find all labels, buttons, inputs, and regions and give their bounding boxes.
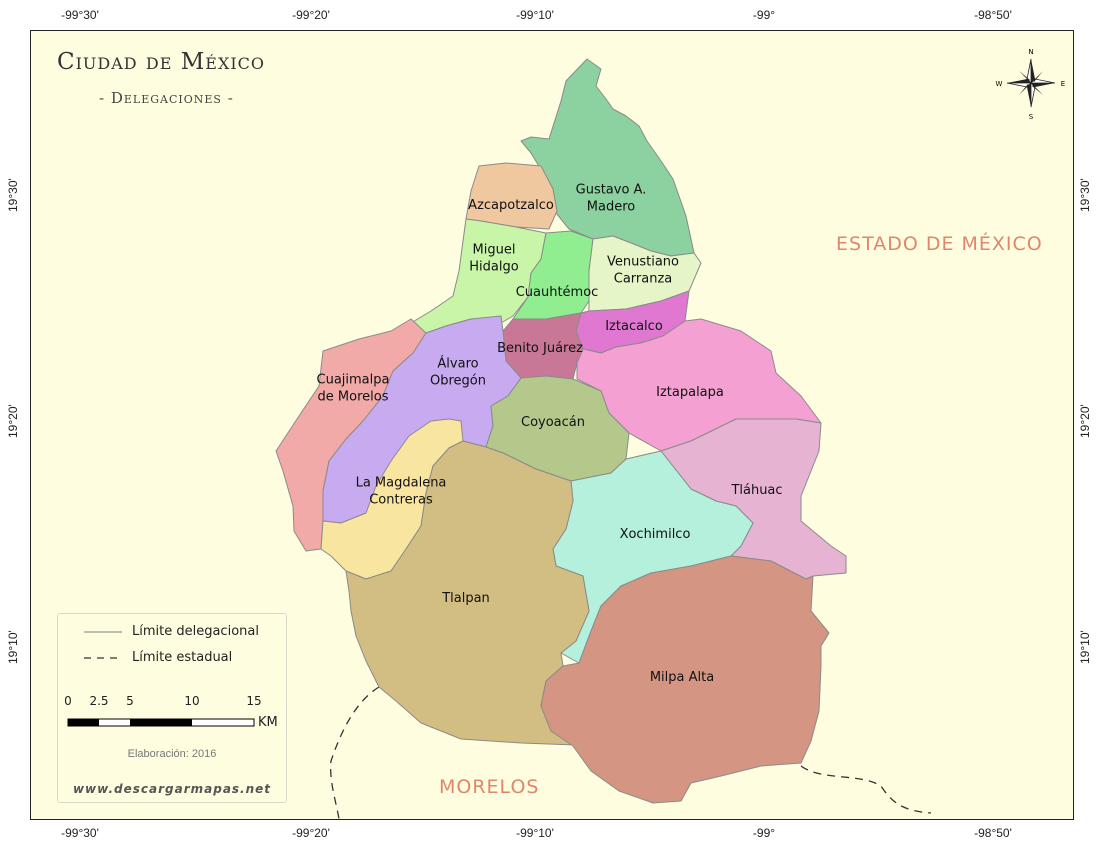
- lon-tick-bottom: -98°50': [974, 826, 1012, 840]
- delegaciones-svg[interactable]: Gustavo A. Madero Azcapotzalco Miguel Hidalg…: [31, 31, 1073, 819]
- lat-tick-right: 19°30': [1078, 178, 1092, 212]
- lat-tick-right: 19°20': [1078, 404, 1092, 438]
- delegacion-label: Iztapalapa: [656, 385, 724, 400]
- legend-limite-delegacional: Límite delegacional: [132, 624, 259, 639]
- scale-tick: 5: [126, 694, 134, 708]
- compass-s: S: [1029, 113, 1034, 121]
- map-canvas[interactable]: Gustavo A. Madero Azcapotzalco Miguel Hidalg…: [30, 30, 1074, 820]
- legend-symbols: [67, 631, 255, 727]
- estado-de-mexico-label: ESTADO DE MÉXICO: [836, 233, 1043, 255]
- delegacion-iztapalapa[interactable]: [576, 318, 822, 452]
- map-legend: Límite delegacional Límite estadual 0 2.…: [57, 613, 287, 803]
- scale-bar: [67, 718, 255, 727]
- lon-tick-bottom: -99°: [752, 826, 776, 840]
- delegacion-label: Iztacalco: [605, 319, 663, 334]
- lon-tick-bottom: -99°30': [61, 826, 99, 840]
- delegacion-milpa-alta[interactable]: [540, 555, 830, 804]
- elaboracion-note: Elaboración: 2016: [127, 748, 217, 760]
- lon-tick-bottom: -99°20': [292, 826, 330, 840]
- compass-n: N: [1028, 48, 1033, 56]
- delegacion-label: Tlalpan: [441, 591, 490, 606]
- scale-tick: 2.5: [89, 694, 109, 708]
- compass-rose-icon: N S E W: [996, 48, 1066, 121]
- website-link[interactable]: www.descargarmapas.net: [72, 782, 272, 796]
- delegacion-label: Coyoacán: [521, 415, 585, 430]
- morelos-label: MORELOS: [439, 776, 540, 798]
- delegacion-label: Venustiano Carranza: [607, 255, 679, 287]
- delegacion-label: Gustavo A. Madero: [576, 183, 647, 215]
- delegacion-label: Cuajimalpa de Morelos: [317, 373, 390, 405]
- compass-e: E: [1061, 80, 1065, 88]
- delegacion-label: Álvaro Obregón: [430, 356, 486, 389]
- delegacion-label: Miguel Hidalgo: [469, 243, 518, 275]
- delegacion-label: Milpa Alta: [650, 670, 714, 685]
- delegacion-label: Azcapotzalco: [468, 198, 554, 213]
- lon-tick-top: -99°: [752, 8, 776, 22]
- delegacion-label: La Magdalena Contreras: [356, 476, 447, 508]
- map-subtitle: - Delegaciones -: [99, 89, 234, 107]
- lon-tick-top: -99°10': [516, 8, 554, 22]
- compass-w: W: [996, 80, 1003, 88]
- lat-tick-left: 19°10': [6, 630, 20, 664]
- delegacion-azcapotzalco[interactable]: [465, 162, 558, 230]
- lon-tick-top: -99°30': [61, 8, 99, 22]
- state-boundary-line: [800, 765, 932, 814]
- scale-tick: 10: [184, 694, 200, 708]
- scale-tick: 0: [64, 694, 72, 708]
- legend-limite-estadual: Límite estadual: [132, 650, 233, 665]
- lat-tick-right: 19°10': [1078, 630, 1092, 664]
- delegacion-label: Cuauhtémoc: [516, 285, 599, 300]
- delegacion-labels: Gustavo A. Madero Azcapotzalco Miguel Hidalg…: [317, 183, 783, 686]
- lon-tick-bottom: -99°10': [516, 826, 554, 840]
- delegacion-label: Xochimilco: [620, 527, 691, 542]
- map-title: Ciudad de México: [57, 49, 266, 75]
- lon-tick-top: -98°50': [974, 8, 1012, 22]
- scale-unit: KM: [258, 715, 278, 730]
- lat-tick-left: 19°20': [6, 404, 20, 438]
- lon-tick-top: -99°20': [292, 8, 330, 22]
- scale-tick: 15: [246, 694, 262, 708]
- delegacion-label: Benito Juárez: [497, 341, 583, 356]
- lat-tick-left: 19°30': [6, 178, 20, 212]
- state-boundary-line: [329, 686, 380, 819]
- delegacion-tlalpan[interactable]: [345, 440, 590, 746]
- delegacion-label: Tláhuac: [730, 483, 782, 498]
